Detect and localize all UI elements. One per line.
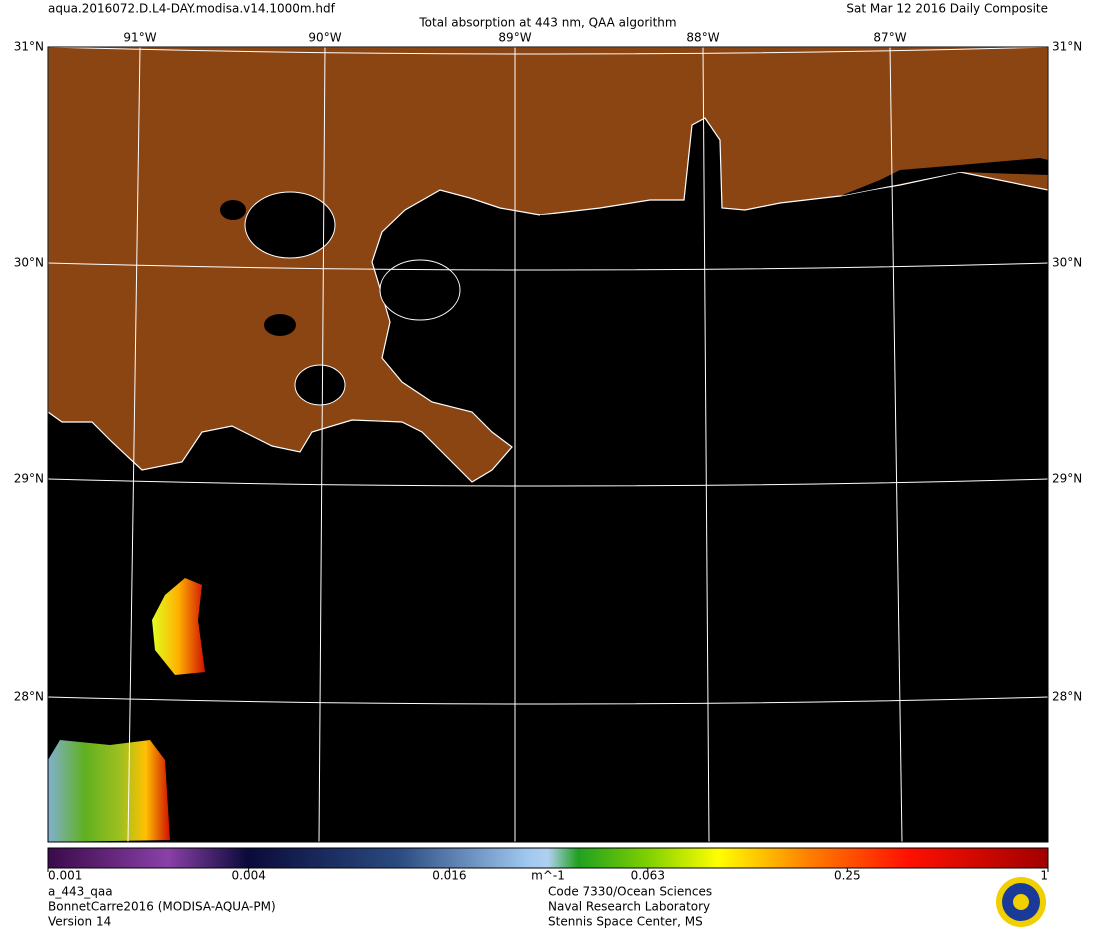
colorbar-tick-label: 0.25 [834, 869, 861, 883]
meridian [318, 47, 326, 842]
lake [264, 314, 296, 336]
colorbar-tick-label: 0.063 [631, 869, 665, 883]
meridian [889, 47, 903, 842]
lat-label: 31°N [1052, 40, 1082, 54]
lake [220, 200, 246, 220]
sound [540, 205, 720, 225]
lake [294, 364, 346, 406]
footer-center: Code 7330/Ocean Sciences [548, 885, 712, 899]
lat-label: 30°N [14, 256, 44, 270]
bay [840, 158, 1048, 196]
map-area [48, 47, 1048, 842]
lon-label: 87°W [873, 31, 906, 45]
colorbar-tick-label: 0.004 [232, 869, 266, 883]
lon-label: 91°W [123, 31, 156, 45]
lon-label: 88°W [686, 31, 719, 45]
meridian [702, 47, 710, 842]
lat-label: 31°N [14, 40, 44, 54]
footer-left: Version 14 [48, 915, 111, 929]
footer-center: Stennis Space Center, MS [548, 915, 703, 929]
lat-label: 28°N [14, 690, 44, 704]
parallel [48, 696, 1048, 705]
title: Total absorption at 443 nm, QAA algorith… [418, 16, 676, 30]
graticule [48, 47, 1048, 842]
data-patch [152, 578, 205, 675]
lat-label: 30°N [1052, 256, 1082, 270]
parallel [48, 478, 1048, 487]
data-patch [48, 740, 170, 842]
meridian [127, 47, 141, 842]
land [48, 47, 1048, 483]
colorbar-unit: m^-1 [531, 869, 565, 883]
colorbar-tick-label: 0.016 [432, 869, 466, 883]
lon-label: 89°W [498, 31, 531, 45]
footer-left: a_443_qaa [48, 885, 113, 899]
logo [996, 877, 1046, 927]
footer-center: Naval Research Laboratory [548, 900, 710, 914]
file-name: aqua.2016072.D.L4-DAY.modisa.v14.1000m.h… [48, 2, 336, 16]
lat-label: 29°N [1052, 472, 1082, 486]
colorbar [47, 847, 1049, 869]
parallel [48, 262, 1048, 271]
footer-left: BonnetCarre2016 (MODISA-AQUA-PM) [48, 900, 276, 914]
lake [244, 191, 336, 259]
date: Sat Mar 12 2016 Daily Composite [846, 2, 1048, 16]
map-frame [47, 46, 1049, 843]
lon-label: 90°W [308, 31, 341, 45]
parallel [48, 47, 1048, 55]
colorbar-tick-label: 1 [1040, 869, 1048, 883]
lat-label: 29°N [14, 472, 44, 486]
lat-label: 28°N [1052, 690, 1082, 704]
sound [379, 259, 461, 321]
colorbar-tick-label: 0.001 [48, 869, 82, 883]
